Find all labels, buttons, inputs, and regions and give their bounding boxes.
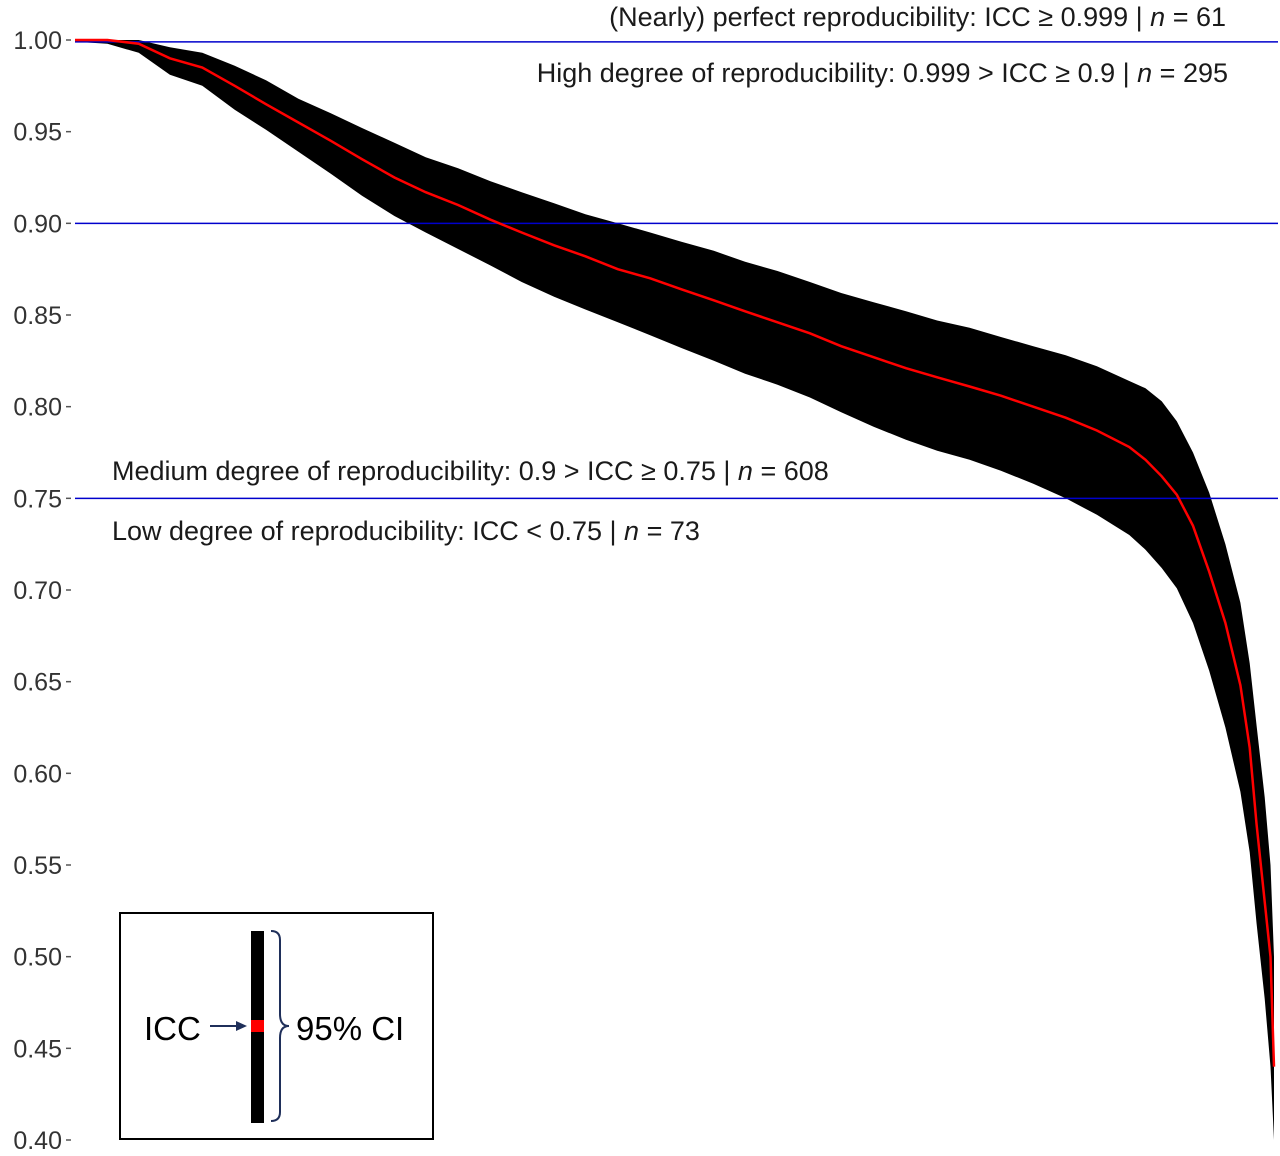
legend: ICC 95% CI (119, 912, 434, 1140)
y-tick-label: 0.90 (13, 210, 62, 238)
y-tick-label: 0.55 (13, 852, 62, 880)
y-tick-label: 0.85 (13, 302, 62, 330)
reference-lines (75, 41, 1278, 500)
legend-ci-label: 95% CI (296, 1010, 404, 1047)
legend-icc-marker (251, 1020, 264, 1032)
legend-frame (119, 912, 434, 1140)
y-tick-label: 0.65 (13, 669, 62, 697)
y-tick-label: 0.75 (13, 485, 62, 513)
annotation-medium: Medium degree of reproducibility: 0.9 > … (112, 456, 829, 486)
legend-brace-icon (270, 930, 290, 1122)
legend-arrow-head-icon (236, 1021, 247, 1031)
y-tick-label: 1.00 (13, 27, 62, 55)
annotation-perfect: (Nearly) perfect reproducibility: ICC ≥ … (609, 2, 1226, 32)
y-tick-label: 0.70 (13, 577, 62, 605)
y-axis: 0.40 0.45 0.50 0.55 0.60 0.65 0.70 0.75 0.80 0.85… (13, 27, 71, 1155)
icc-estimate-line (75, 38, 1276, 1067)
annotation-high: High degree of reproducibility: 0.999 > … (537, 58, 1228, 88)
legend-icc-label: ICC (144, 1010, 201, 1047)
confidence-interval-band (75, 40, 1274, 1140)
y-tick-label: 0.45 (13, 1035, 62, 1063)
y-tick-label: 0.95 (13, 119, 62, 147)
y-tick-label: 0.80 (13, 394, 62, 422)
annotation-low: Low degree of reproducibility: ICC < 0.7… (112, 516, 700, 546)
y-tick-label: 0.50 (13, 944, 62, 972)
plot-area (75, 38, 1278, 1140)
y-tick-label: 0.40 (13, 1127, 62, 1155)
y-tick-label: 0.60 (13, 760, 62, 788)
